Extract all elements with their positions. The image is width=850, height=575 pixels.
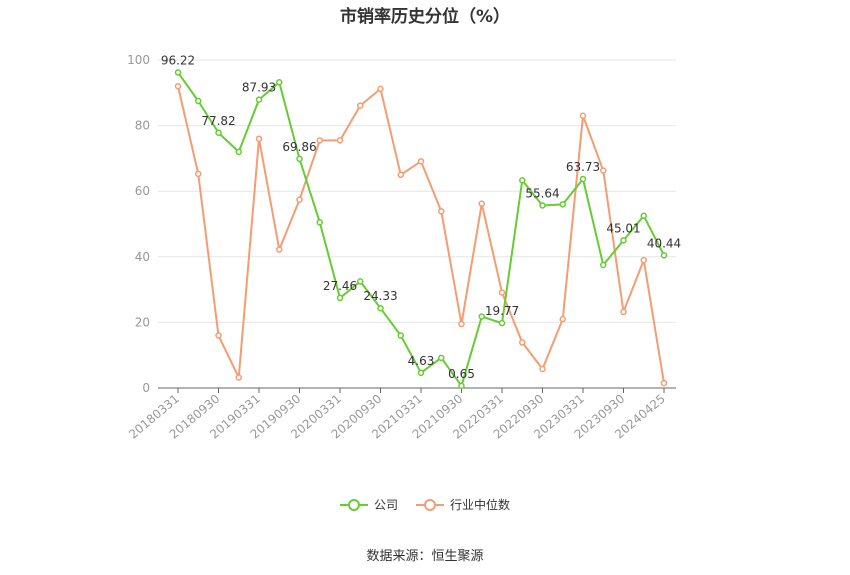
data-point xyxy=(417,158,425,165)
data-point xyxy=(377,85,384,93)
legend-company-marker-icon xyxy=(339,498,368,511)
data-label: 77.82 xyxy=(201,114,235,128)
data-point xyxy=(519,339,526,346)
data-point xyxy=(357,102,364,109)
data-point xyxy=(498,319,506,327)
data-point xyxy=(620,237,627,244)
line-chart: 0204060801002018033120180930201903312019… xyxy=(126,53,681,442)
data-point xyxy=(438,207,445,215)
data-label: 19.77 xyxy=(485,304,519,318)
data-label: 40.44 xyxy=(647,236,681,250)
data-point xyxy=(235,374,242,381)
grid-layer xyxy=(158,59,676,323)
data-point xyxy=(397,171,404,179)
data-point xyxy=(478,313,485,320)
legend-item-industry[interactable]: 行业中位数 xyxy=(416,496,510,513)
data-point xyxy=(296,155,303,163)
legend: 公司 行业中位数 xyxy=(0,496,850,513)
data-label: 24.33 xyxy=(363,289,397,303)
data-label: 55.64 xyxy=(525,187,559,201)
data-label: 96.22 xyxy=(161,53,195,67)
data-point xyxy=(660,379,668,387)
y-tick-label: 80 xyxy=(135,119,150,133)
data-point xyxy=(458,382,465,390)
data-point xyxy=(316,219,323,226)
data-point xyxy=(255,96,263,103)
data-point xyxy=(559,201,566,208)
legend-industry-marker-icon xyxy=(416,498,444,511)
data-point xyxy=(195,97,202,105)
data-point xyxy=(174,82,182,90)
data-point xyxy=(377,304,384,312)
data-label: 4.63 xyxy=(408,354,435,368)
series-layer xyxy=(174,69,668,390)
data-point xyxy=(600,167,607,174)
chart-title: 市销率历史分位（%） xyxy=(339,7,511,27)
legend-label-company: 公司 xyxy=(373,498,398,512)
data-point xyxy=(255,135,263,142)
data-point xyxy=(276,246,283,253)
data-point xyxy=(276,79,283,86)
axis-layer: 0204060801002018033120180930201903312019… xyxy=(126,53,676,442)
data-label: 63.73 xyxy=(566,160,600,174)
data-point xyxy=(539,202,546,209)
data-point xyxy=(296,196,303,203)
data-point xyxy=(235,148,242,156)
data-point xyxy=(498,289,506,296)
data-point xyxy=(215,129,222,137)
data-point xyxy=(336,294,344,302)
data-point xyxy=(478,200,485,207)
data-point xyxy=(417,369,425,377)
data-label-layer: 96.22 77.82 87.93 69.86 27.46 24.33 4.63 0.65 19… xyxy=(161,53,681,380)
data-label: 45.01 xyxy=(606,221,640,235)
data-point xyxy=(660,252,668,259)
data-label: 0.65 xyxy=(448,367,475,381)
series-line-industry xyxy=(177,86,665,384)
legend-label-industry: 行业中位数 xyxy=(450,498,511,512)
legend-item-company[interactable]: 公司 xyxy=(339,496,398,513)
data-point xyxy=(640,256,647,264)
data-label: 69.86 xyxy=(282,140,316,154)
data-point xyxy=(579,175,587,183)
data-point xyxy=(357,278,364,285)
data-point xyxy=(174,69,182,76)
y-tick-label: 40 xyxy=(135,250,150,264)
data-label: 27.46 xyxy=(323,279,357,293)
data-source-note: 数据来源：恒生聚源 xyxy=(366,549,484,564)
y-tick-label: 20 xyxy=(135,315,150,329)
data-point xyxy=(316,137,323,144)
y-tick-label: 0 xyxy=(142,381,150,395)
data-point xyxy=(579,112,587,120)
data-point xyxy=(600,261,607,269)
data-point xyxy=(195,170,202,178)
y-tick-label: 100 xyxy=(127,53,150,67)
data-point xyxy=(336,137,344,144)
data-point xyxy=(640,212,647,220)
data-point xyxy=(215,332,222,339)
data-point xyxy=(438,354,445,362)
data-label: 87.93 xyxy=(242,81,276,95)
data-point xyxy=(397,332,404,339)
data-point xyxy=(458,320,465,328)
data-point xyxy=(559,315,566,323)
data-point xyxy=(620,308,627,316)
data-point xyxy=(519,177,526,184)
y-tick-label: 60 xyxy=(135,184,150,198)
data-point xyxy=(539,365,546,373)
